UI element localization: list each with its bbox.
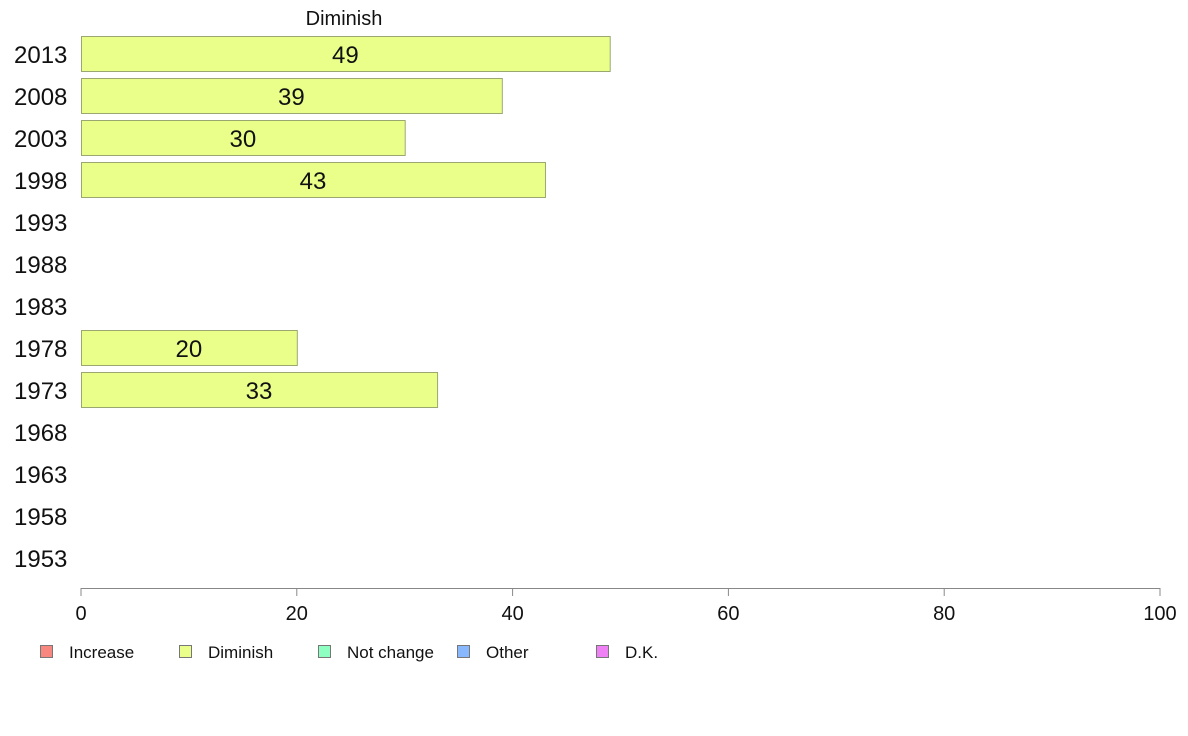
category-label: 1993: [14, 210, 67, 237]
bar: [81, 372, 439, 408]
x-tick-label: 40: [501, 603, 523, 625]
category-label: 1998: [14, 168, 67, 195]
category-label: 1968: [14, 420, 67, 447]
legend-label: D.K.: [625, 643, 658, 662]
category-label: 1958: [14, 504, 67, 531]
bar: [81, 120, 406, 156]
bars-group: 49 39 30 43 20 33: [81, 36, 611, 408]
legend-swatch: [318, 645, 331, 658]
legend-swatch: [457, 645, 470, 658]
bar: [81, 162, 546, 198]
legend-swatch: [596, 645, 609, 658]
bar: [81, 330, 298, 366]
x-tick-label: 60: [717, 603, 739, 625]
x-tick-label: 0: [75, 603, 86, 625]
category-label: 1973: [14, 378, 67, 405]
category-label: 1978: [14, 336, 67, 363]
category-label: 1983: [14, 294, 67, 321]
bar: [81, 78, 503, 114]
legend-swatch: [179, 645, 192, 658]
x-axis: 0 20 40 60 80 100: [75, 588, 1177, 625]
data-label: 30: [229, 126, 256, 153]
legend-label: Increase: [69, 643, 134, 662]
x-tick-label: 20: [286, 603, 308, 625]
x-tick-label: 80: [933, 603, 955, 625]
category-labels: 2013 2008 2003 1998 1993 1988 1983 1978 1973 1968…: [14, 42, 67, 573]
x-tick-label: 100: [1143, 603, 1176, 625]
chart-title: Diminish: [306, 8, 383, 30]
data-label: 39: [278, 84, 305, 111]
legend-label: Diminish: [208, 643, 273, 662]
data-label: 33: [246, 378, 273, 405]
legend-swatch: [40, 645, 53, 658]
category-label: 2008: [14, 84, 67, 111]
legend-label: Other: [486, 643, 529, 662]
data-label: 49: [332, 42, 359, 69]
category-label: 1988: [14, 252, 67, 279]
category-label: 2013: [14, 42, 67, 69]
category-label: 2003: [14, 126, 67, 153]
category-label: 1953: [14, 546, 67, 573]
data-label: 20: [176, 336, 203, 363]
legend: Increase Diminish Not change Other D.K.: [40, 643, 658, 662]
data-label: 43: [300, 168, 327, 195]
legend-label: Not change: [347, 643, 434, 662]
bar: [81, 36, 611, 72]
category-label: 1963: [14, 462, 67, 489]
